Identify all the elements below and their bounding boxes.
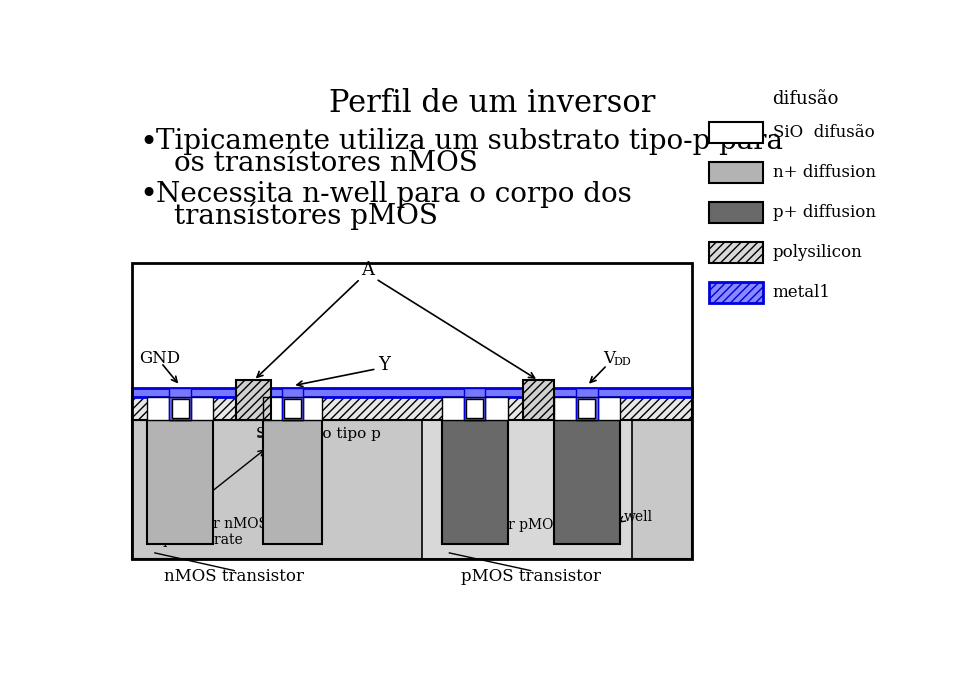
Bar	[281, 397, 303, 420]
Text: nMOS transistor: nMOS transistor	[164, 567, 304, 585]
Text: p+: p+	[462, 473, 488, 491]
Bar	[263, 397, 322, 420]
Bar	[576, 397, 598, 420]
Bar	[709, 202, 763, 223]
Text: SiO  difusão: SiO difusão	[773, 124, 875, 141]
Text: transístores pMOS: transístores pMOS	[175, 201, 438, 230]
Text: metal1: metal1	[773, 284, 830, 301]
Text: Perfil de um inversor: Perfil de um inversor	[329, 88, 655, 119]
Text: p+ diffusion: p+ diffusion	[773, 204, 876, 221]
Text: n+: n+	[279, 473, 306, 491]
Bar	[132, 263, 692, 559]
Text: A: A	[362, 260, 374, 278]
Bar	[464, 397, 486, 420]
Text: polysilicon: polysilicon	[773, 244, 862, 261]
Bar	[579, 399, 595, 418]
Text: Transístor pMOS: Transístor pMOS	[442, 517, 563, 532]
Text: DD: DD	[613, 357, 631, 367]
Bar	[281, 388, 303, 420]
Bar	[709, 242, 763, 263]
Bar	[147, 397, 213, 420]
Bar	[554, 397, 620, 420]
Bar	[576, 388, 598, 420]
Text: GND: GND	[139, 350, 180, 368]
Bar	[236, 397, 271, 420]
Bar	[284, 399, 301, 418]
Bar	[709, 282, 763, 304]
Bar	[132, 397, 692, 420]
Bar	[172, 399, 188, 418]
Bar	[709, 122, 763, 144]
Text: •: •	[139, 128, 157, 159]
Bar	[169, 388, 191, 420]
Text: Necessita n-well para o corpo dos: Necessita n-well para o corpo dos	[156, 181, 633, 207]
Text: Substrato tipo p: Substrato tipo p	[255, 427, 380, 441]
Text: os transístores nMOS: os transístores nMOS	[175, 150, 478, 177]
Text: Tipicamente utiliza um substrato tipo-p para: Tipicamente utiliza um substrato tipo-p …	[156, 128, 783, 155]
Bar	[263, 420, 322, 543]
Bar	[132, 420, 692, 559]
Text: n+ diffusion: n+ diffusion	[773, 164, 876, 181]
Bar	[442, 397, 508, 420]
Text: well: well	[624, 510, 653, 523]
Text: •: •	[139, 180, 157, 211]
Bar	[147, 397, 213, 420]
Bar	[709, 161, 763, 183]
Text: n+: n+	[167, 473, 193, 491]
Bar	[422, 420, 632, 559]
Bar	[442, 420, 508, 543]
Bar	[169, 397, 191, 420]
Bar	[442, 397, 508, 420]
Text: p substrate: p substrate	[162, 533, 242, 547]
Text: p+: p+	[574, 473, 600, 491]
Bar	[554, 397, 620, 420]
Bar	[523, 381, 554, 420]
Bar	[284, 399, 301, 418]
Bar	[464, 388, 486, 420]
Bar	[554, 420, 620, 543]
Bar	[466, 399, 483, 418]
Text: Y: Y	[378, 356, 390, 374]
Text: difusão: difusão	[773, 91, 839, 109]
Bar	[147, 420, 213, 543]
Bar	[466, 399, 483, 418]
Text: V: V	[603, 350, 615, 368]
Bar	[172, 399, 188, 418]
Text: Transístor nMOS: Transístor nMOS	[147, 517, 268, 532]
Bar	[236, 381, 271, 420]
Bar	[263, 397, 322, 420]
Bar	[523, 397, 554, 420]
Text: pMOS transistor: pMOS transistor	[461, 567, 601, 585]
Bar	[132, 388, 692, 397]
Bar	[579, 399, 595, 418]
